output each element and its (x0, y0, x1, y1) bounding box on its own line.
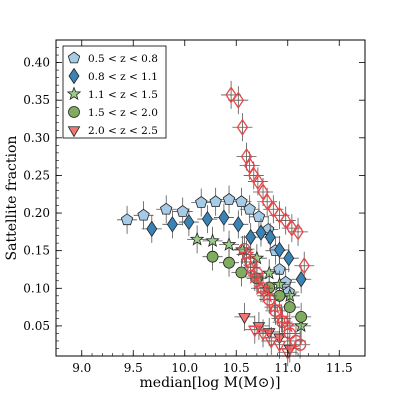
data-point (259, 287, 276, 303)
x-axis-label: median[log M(M⊙)] (140, 375, 281, 391)
x-tick-label: 9.5 (124, 361, 143, 375)
data-point (279, 211, 292, 230)
legend-label: 1.5 < z < 2.0 (88, 107, 158, 119)
data-point (209, 195, 222, 208)
data-point (245, 228, 257, 246)
series-7 (236, 240, 298, 340)
data-point (201, 210, 213, 228)
data-point (189, 231, 205, 246)
data-point (286, 219, 298, 237)
x-tick-label: 10.0 (171, 361, 198, 375)
data-point (222, 193, 236, 205)
data-point (272, 340, 287, 353)
data-point (225, 86, 237, 104)
legend: 0.5 < z < 0.8 0.8 < z < 1.1 1.1 < z < 1.5 1… (62, 45, 167, 139)
data-point (160, 202, 173, 215)
series-5 (221, 80, 315, 280)
data-point (283, 301, 296, 313)
data-point (283, 327, 296, 340)
data-point (232, 216, 244, 233)
data-point (236, 118, 249, 136)
data-point (252, 172, 264, 191)
legend-label: 0.8 < z < 1.1 (88, 71, 158, 83)
y-tick-label: 0.20 (23, 206, 50, 220)
data-point (266, 298, 283, 314)
data-point (238, 313, 251, 325)
legend-label: 2.0 < z < 2.5 (88, 125, 158, 137)
data-point (280, 348, 295, 361)
data-point (289, 334, 303, 348)
legend-marker (68, 106, 80, 118)
y-axis-label: Sattellite fraction (4, 136, 20, 261)
data-point (218, 209, 230, 226)
data-point (295, 271, 307, 288)
x-tick-label: 9.0 (72, 361, 91, 375)
x-tick-label: 10.5 (223, 361, 250, 375)
data-point (246, 268, 263, 284)
legend-marker (67, 51, 81, 64)
data-point (137, 208, 150, 221)
x-tick-label: 11.0 (274, 361, 301, 375)
data-point (235, 195, 248, 208)
data-point (232, 91, 245, 109)
legend-label: 0.5 < z < 0.8 (88, 53, 158, 65)
data-point (253, 279, 269, 296)
y-tick-label: 0.25 (23, 168, 50, 182)
data-point (292, 223, 304, 241)
data-point (252, 210, 266, 223)
data-point (195, 196, 208, 208)
data-point (273, 206, 286, 224)
legend-marker (67, 126, 81, 138)
y-tick-label: 0.10 (23, 281, 50, 295)
data-point (274, 241, 285, 259)
data-point (235, 266, 248, 279)
legend-marker (66, 86, 82, 101)
data-point (238, 246, 255, 262)
legend-marker (68, 67, 80, 85)
data-point (223, 256, 235, 269)
data-point (146, 220, 158, 238)
series-8 (244, 315, 298, 367)
data-point (295, 310, 308, 323)
data-point (176, 205, 189, 217)
data-point (264, 228, 276, 246)
y-tick-label: 0.30 (23, 131, 50, 145)
y-tick-label: 0.05 (23, 319, 50, 333)
y-tick-label: 0.40 (23, 56, 50, 70)
data-point (267, 200, 280, 218)
axis-ticks: 9.0 9.5 10.0 10.5 11.0 11.5 0.05 0.10 0.15 0.20 0.… (23, 40, 365, 375)
data-point (261, 193, 273, 211)
legend-label: 1.1 < z < 1.5 (88, 89, 158, 101)
data-point (120, 213, 134, 226)
data-point (255, 224, 267, 241)
data-point (279, 317, 296, 333)
data-point (293, 338, 307, 351)
data-point (298, 257, 311, 275)
data-point (166, 216, 178, 233)
data-point (242, 258, 259, 274)
data-point (273, 310, 290, 326)
data-point (250, 267, 264, 280)
data-point (283, 249, 295, 267)
y-tick-label: 0.35 (23, 93, 50, 107)
data-point (240, 147, 253, 166)
y-tick-label: 0.15 (23, 244, 50, 258)
series-1 (141, 203, 312, 294)
data-point (256, 329, 270, 342)
data-point (221, 237, 237, 251)
data-point (183, 213, 195, 231)
data-point (206, 250, 219, 263)
x-tick-label: 11.5 (326, 361, 353, 375)
data-point (252, 322, 266, 334)
data-point (243, 202, 256, 215)
data-marks (117, 80, 315, 367)
